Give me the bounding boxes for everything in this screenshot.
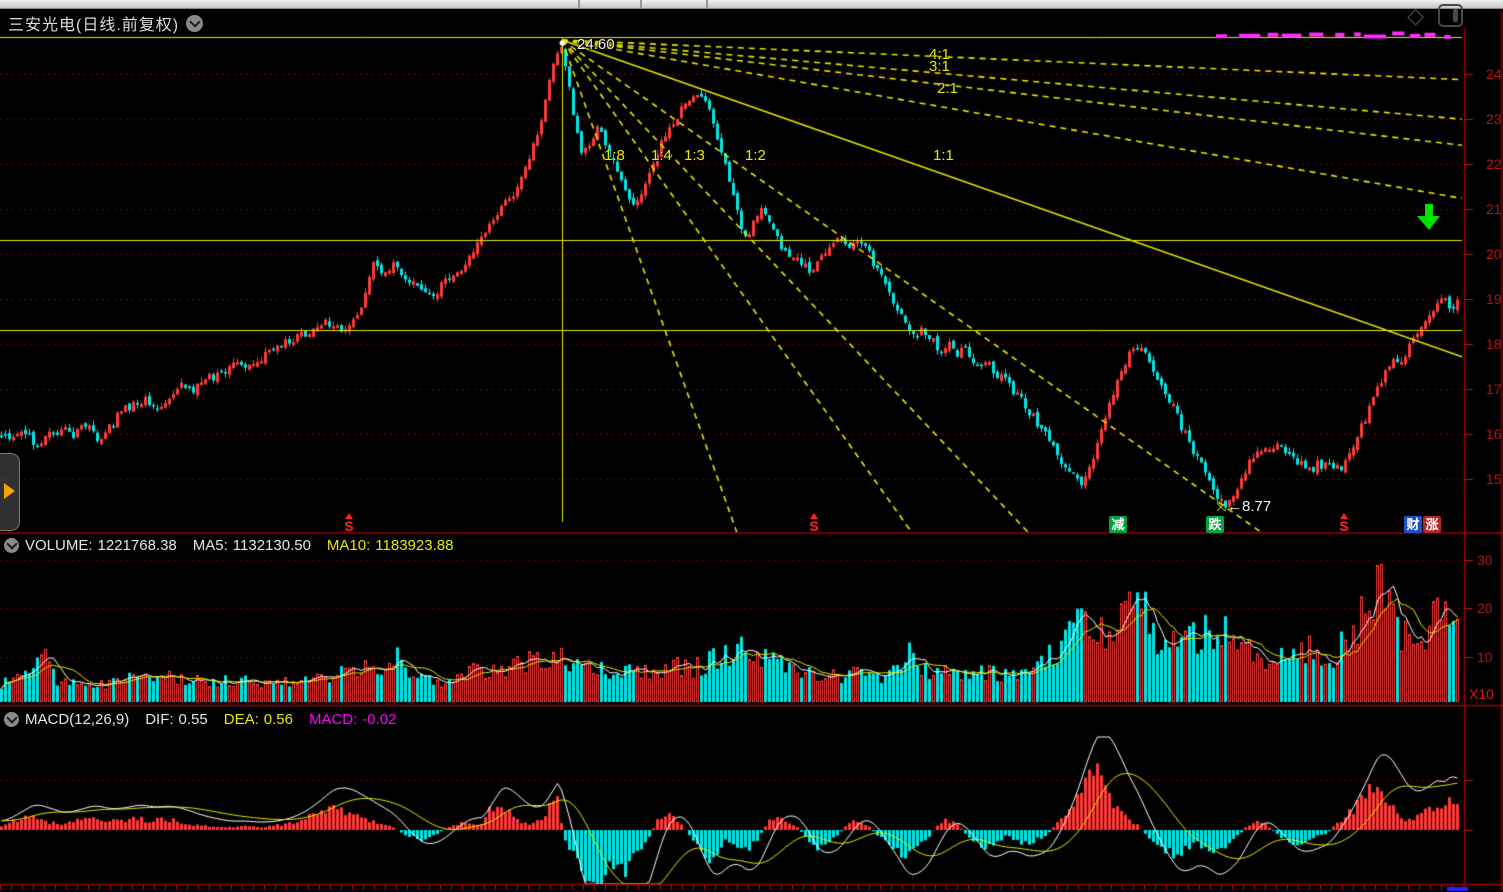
gann-ratio-label: 1:1	[933, 147, 954, 164]
sell-signal-label: S	[809, 518, 819, 534]
chevron-down-icon[interactable]	[186, 14, 204, 32]
volume-header: VOLUME: 1221768.38 MA5: 1132130.50 MA10: 11…	[4, 537, 463, 554]
panel-toggle-icon[interactable]	[1438, 4, 1463, 27]
dea-label: DEA:	[223, 711, 259, 728]
volume-axis-label: 10	[1477, 649, 1493, 665]
price-axis-label: 24	[1486, 66, 1502, 82]
expand-right-icon	[4, 483, 15, 499]
volume-axis-unit: X10	[1469, 686, 1494, 702]
macd-name: MACD(12,26,9)	[25, 711, 130, 728]
dea-value: 0.56	[263, 711, 293, 728]
dif-value: 0.55	[178, 711, 208, 728]
sell-signal-marker: S	[1337, 513, 1351, 533]
gann-ratio-label: 2:1	[937, 80, 958, 97]
volume-value: 1221768.38	[97, 537, 177, 554]
ma10-label: MA10:	[326, 537, 371, 554]
price-axis-label: 15	[1486, 471, 1502, 487]
price-axis-label: 17	[1486, 381, 1502, 397]
dif-label: DIF:	[145, 711, 174, 728]
up-triangle-icon	[1340, 513, 1348, 519]
gann-peak-label: 24.60	[577, 36, 615, 53]
sell-signal-label: S	[1339, 518, 1349, 534]
ma5-value: 1132130.50	[232, 537, 311, 554]
sell-signal-marker: S	[807, 513, 821, 533]
price-axis-label: 23	[1486, 111, 1502, 127]
up-triangle-icon	[345, 513, 353, 519]
sell-signal-label: S	[344, 518, 354, 534]
macd-label: MACD:	[308, 711, 358, 728]
event-badge[interactable]: 财	[1404, 516, 1422, 533]
volume-axis-label: 20	[1477, 600, 1493, 616]
price-axis-label: 20	[1486, 246, 1502, 262]
top-toolbar-edge	[0, 0, 1503, 9]
gann-ratio-label: 1:2	[745, 147, 766, 164]
price-axis-label: 22	[1486, 156, 1502, 172]
gann-ratio-label: 1:3	[684, 147, 705, 164]
macd-header: MACD(12,26,9) DIF: 0.55 DEA: 0.56 MACD: -0.…	[4, 711, 407, 728]
price-axis-label: 21	[1486, 201, 1502, 217]
gann-ratio-label: 4:1	[929, 46, 950, 63]
price-axis-label: 18	[1486, 336, 1502, 352]
event-badge[interactable]: 跌	[1206, 516, 1224, 533]
gann-ratio-label: 1:8	[604, 147, 625, 164]
up-triangle-icon	[810, 513, 818, 519]
diamond-icon[interactable]: ◇	[1407, 2, 1424, 28]
ma5-label: MA5:	[192, 537, 228, 554]
event-badge[interactable]: 减	[1109, 516, 1127, 533]
macd-value: -0.02	[362, 711, 397, 728]
volume-label: VOLUME:	[25, 537, 93, 554]
ma10-value: 1183923.88	[375, 537, 454, 554]
gann-low-label: ←8.77	[1227, 498, 1272, 515]
collapse-volume-icon[interactable]	[4, 538, 19, 553]
symbol-title: 三安光电(日线.前复权)	[8, 17, 180, 34]
price-axis-label: 16	[1486, 426, 1502, 442]
sell-signal-marker: S	[342, 513, 356, 533]
collapse-macd-icon[interactable]	[4, 712, 19, 727]
gann-ratio-label: 1:4	[651, 147, 672, 164]
left-panel-expander[interactable]	[0, 453, 20, 531]
volume-axis-label: 30	[1477, 552, 1493, 568]
event-badge[interactable]: 涨	[1423, 516, 1441, 533]
down-arrow-marker	[1416, 203, 1442, 236]
gann-ratio-label: 3:1	[929, 58, 950, 75]
price-axis-label: 19	[1486, 291, 1502, 307]
chart-title: 三安光电(日线.前复权)	[8, 11, 204, 35]
corner-tools: ◇	[1407, 4, 1463, 27]
